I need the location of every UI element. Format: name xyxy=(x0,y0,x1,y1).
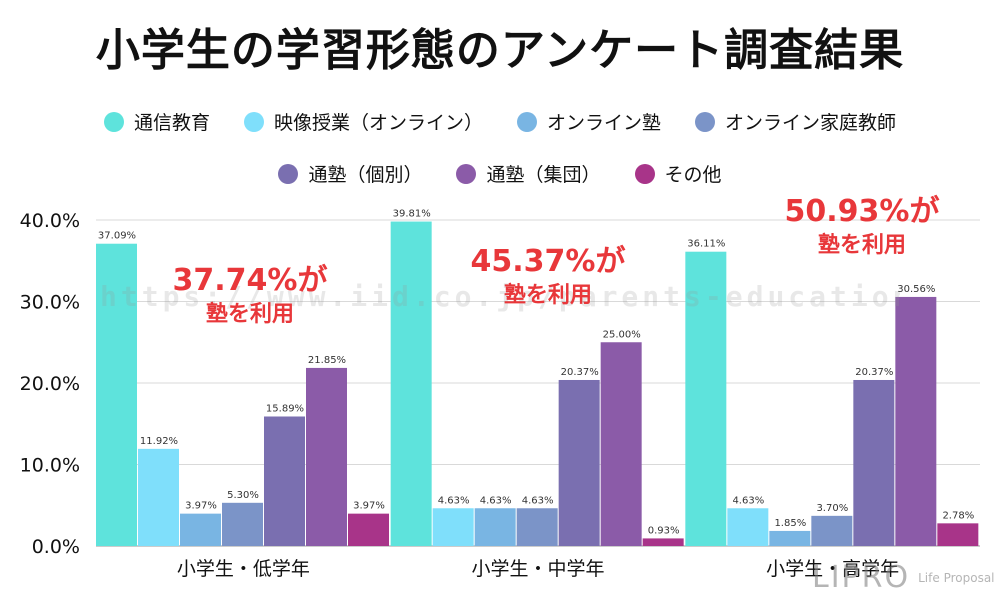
bar xyxy=(642,538,684,546)
x-category-label: 小学生・中学年 xyxy=(471,558,604,580)
bar xyxy=(180,513,221,546)
bar-value-label: 36.11% xyxy=(687,239,725,250)
legend-label: 通塾（集団） xyxy=(486,164,601,186)
legend-label: 通信教育 xyxy=(133,112,210,134)
legend-item: オンライン家庭教師 xyxy=(695,108,896,135)
y-tick-label: 20.0% xyxy=(20,373,80,395)
bar-value-label: 20.37% xyxy=(561,367,599,378)
bar-value-label: 0.93% xyxy=(648,525,680,536)
bar xyxy=(558,379,600,546)
bar-value-label: 2.78% xyxy=(942,510,974,521)
bar xyxy=(853,379,895,546)
bar-value-label: 30.56% xyxy=(897,284,935,295)
bar-value-label: 4.63% xyxy=(438,495,470,506)
y-tick-label: 10.0% xyxy=(20,455,80,477)
x-category-label: 小学生・低学年 xyxy=(177,558,310,580)
annotation-low: 37.74%が 塾を利用 xyxy=(150,262,350,330)
legend-swatch xyxy=(278,163,299,184)
bar-value-label: 1.85% xyxy=(774,518,806,529)
bar xyxy=(811,515,853,546)
lipro-logo: LIPRO Life Proposal xyxy=(812,560,995,595)
bar xyxy=(390,221,432,546)
watermark-url: https://www.iid.co.jp/parents-education/ xyxy=(100,280,900,313)
legend-label: その他 xyxy=(664,164,722,186)
bar xyxy=(432,508,474,546)
legend-item: 通塾（個別） xyxy=(278,160,422,187)
annotation-low-text: 塾を利用 xyxy=(205,302,294,327)
bar-value-label: 37.09% xyxy=(98,231,136,242)
bar xyxy=(937,523,979,546)
annotation-mid-text: 塾を利用 xyxy=(503,283,592,308)
bar-value-label: 20.37% xyxy=(855,367,893,378)
legend-item: 通信教育 xyxy=(103,108,210,135)
legend-row-1: 通信教育 映像授業（オンライン） オンライン塾 オンライン家庭教師 xyxy=(0,108,1000,135)
legend-swatch xyxy=(243,111,264,132)
legend-swatch xyxy=(517,111,537,132)
bar-value-label: 25.00% xyxy=(603,329,641,340)
bar-value-label: 3.97% xyxy=(353,501,385,512)
annotation-low-percent: 37.74%が xyxy=(172,263,328,298)
bar xyxy=(264,416,305,546)
logo-subtitle: Life Proposal xyxy=(918,570,995,585)
bar-value-label: 3.70% xyxy=(816,503,848,514)
bar-value-label: 15.89% xyxy=(266,403,304,414)
bar-value-label: 3.97% xyxy=(185,501,217,512)
annotation-high: 50.93%が 塾を利用 xyxy=(762,193,962,261)
annotation-high-percent: 50.93%が xyxy=(784,194,940,229)
legend-label: オンライン塾 xyxy=(547,112,662,134)
legend-item: オンライン塾 xyxy=(517,108,661,135)
legend-label: オンライン家庭教師 xyxy=(725,112,897,134)
legend-item: 映像授業（オンライン） xyxy=(243,108,483,135)
y-tick-label: 0.0% xyxy=(32,536,80,558)
bar-value-label: 4.63% xyxy=(732,495,764,506)
annotation-mid: 45.37%が 塾を利用 xyxy=(448,243,648,311)
legend-swatch xyxy=(695,111,716,132)
bar xyxy=(138,448,179,546)
legend-row-2: 通塾（個別） 通塾（集団） その他 xyxy=(0,160,1000,187)
legend-swatch xyxy=(456,163,477,184)
legend-swatch xyxy=(634,163,655,184)
logo-mark: LIPRO xyxy=(812,560,911,595)
bar xyxy=(474,508,516,546)
legend-label: 映像授業（オンライン） xyxy=(273,112,483,134)
legend-label: 通塾（個別） xyxy=(308,164,423,186)
y-tick-label: 40.0% xyxy=(20,210,80,232)
bar xyxy=(769,530,811,546)
x-category-label: 小学生・高学年 xyxy=(766,558,899,580)
bar-value-label: 11.92% xyxy=(140,436,178,447)
bar xyxy=(348,513,389,546)
bar-value-label: 21.85% xyxy=(308,355,346,366)
bar xyxy=(727,508,769,546)
annotation-high-text: 塾を利用 xyxy=(817,233,906,258)
bar-value-label: 4.63% xyxy=(522,495,554,506)
bar xyxy=(222,502,263,546)
bar-value-label: 5.30% xyxy=(227,490,259,501)
bar xyxy=(600,342,642,546)
y-tick-label: 30.0% xyxy=(20,292,80,314)
chart-title: 小学生の学習形態のアンケート調査結果 xyxy=(95,25,905,76)
bar xyxy=(685,251,727,547)
bar-value-label: 39.81% xyxy=(393,209,431,220)
bar xyxy=(895,296,937,546)
legend-item: 通塾（集団） xyxy=(456,160,601,187)
bar xyxy=(516,508,558,546)
bar-value-label: 4.63% xyxy=(480,495,512,506)
legend-item: その他 xyxy=(634,160,722,187)
annotation-mid-percent: 45.37%が xyxy=(470,244,626,279)
bar xyxy=(306,367,347,546)
legend-swatch xyxy=(103,111,124,132)
bar xyxy=(96,243,137,547)
